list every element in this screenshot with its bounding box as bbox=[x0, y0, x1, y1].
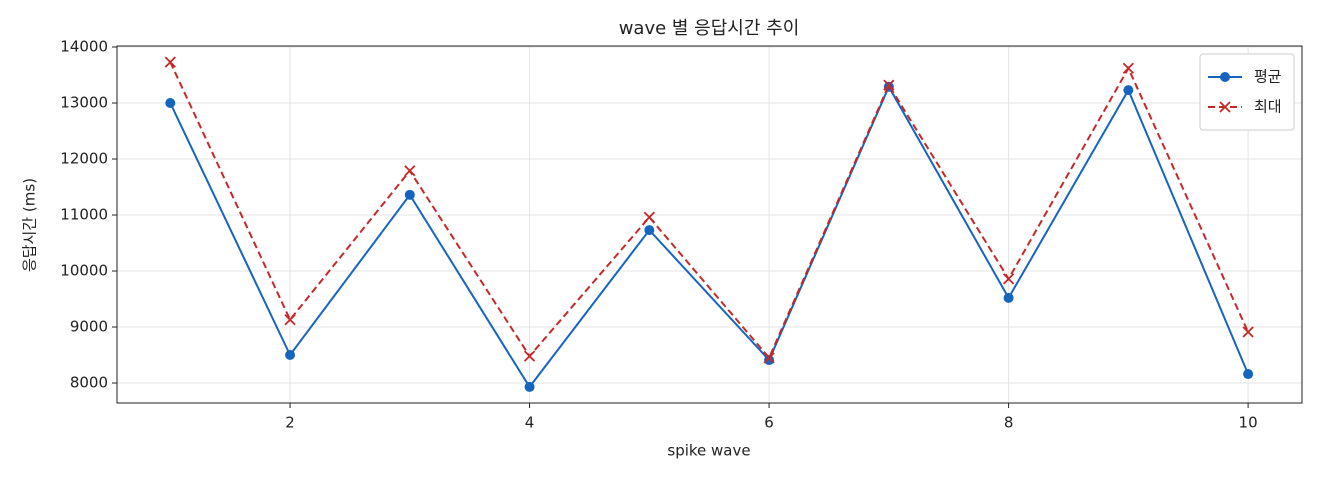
point bbox=[1220, 72, 1230, 82]
point bbox=[1122, 62, 1134, 74]
point bbox=[1003, 292, 1014, 303]
point bbox=[1002, 273, 1015, 285]
point bbox=[284, 314, 296, 326]
point bbox=[764, 355, 775, 366]
y-tick-label: 10000 bbox=[60, 262, 108, 280]
point bbox=[644, 225, 655, 236]
point bbox=[643, 211, 655, 223]
legend-label: 최대 bbox=[1254, 98, 1282, 116]
point bbox=[523, 350, 536, 362]
y-tick-label: 8000 bbox=[70, 374, 108, 392]
series-line bbox=[169, 61, 1250, 360]
point bbox=[404, 165, 416, 177]
point bbox=[285, 350, 296, 361]
x-tick-label: 8 bbox=[1004, 414, 1014, 432]
x-axis-label: spike wave bbox=[667, 442, 750, 460]
y-axis-label: 응답시간 (ms) bbox=[21, 178, 39, 272]
point bbox=[404, 189, 415, 200]
legend-box bbox=[1199, 53, 1295, 131]
y-tick-label: 14000 bbox=[60, 38, 108, 56]
point bbox=[164, 56, 176, 68]
x-tick-label: 10 bbox=[1239, 414, 1258, 432]
y-tick-label: 13000 bbox=[60, 94, 108, 112]
point bbox=[883, 79, 895, 91]
y-tick-label: 11000 bbox=[60, 206, 108, 224]
legend-label: 평균 bbox=[1254, 68, 1282, 86]
chart-title: wave 별 응답시간 추이 bbox=[619, 18, 800, 39]
y-tick-label: 9000 bbox=[70, 318, 108, 336]
y-tick-label: 12000 bbox=[60, 150, 108, 168]
point bbox=[1243, 369, 1254, 380]
x-tick-label: 6 bbox=[764, 414, 774, 432]
x-tick-label: 2 bbox=[285, 414, 295, 432]
point bbox=[1123, 85, 1134, 96]
plot-frame bbox=[116, 45, 1303, 404]
x-tick-label: 4 bbox=[525, 414, 535, 432]
point bbox=[524, 381, 535, 392]
point bbox=[1242, 326, 1254, 338]
series-line bbox=[169, 84, 1250, 389]
point bbox=[1219, 101, 1231, 113]
point bbox=[165, 98, 176, 109]
point bbox=[763, 352, 775, 364]
